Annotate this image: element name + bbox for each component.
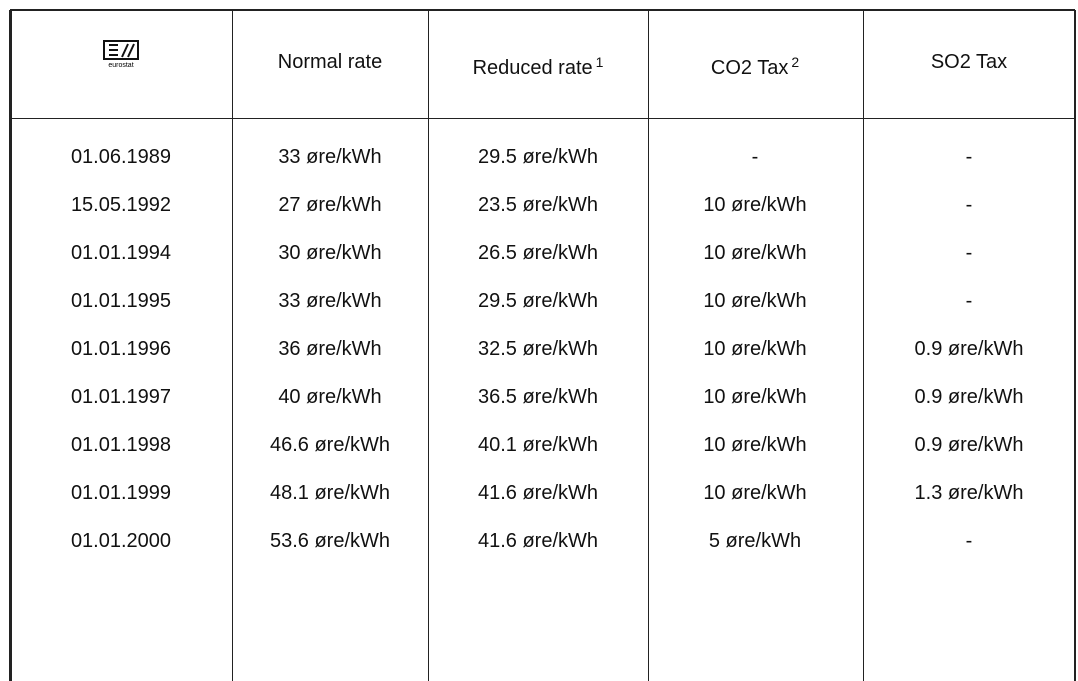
rate-cell: -: [965, 530, 973, 552]
rate-cell: -: [965, 146, 973, 168]
rate-cell: 30 øre/kWh: [278, 242, 382, 264]
header-text: Reduced rate: [472, 57, 593, 79]
date-cell: 01.01.2000: [70, 530, 172, 552]
rate-cell: 40.1 øre/kWh: [477, 434, 599, 456]
logo-text: eurostat: [108, 62, 133, 69]
rate-cell: 10 øre/kWh: [703, 482, 807, 504]
rate-cell: 41.6 øre/kWh: [477, 482, 599, 504]
footnote-mark: 1: [595, 54, 604, 70]
rate-cell: 5 øre/kWh: [708, 530, 802, 552]
rate-cell: 10 øre/kWh: [703, 194, 807, 216]
date-cell: 01.01.1996: [70, 338, 172, 360]
date-cell: 01.01.1997: [70, 386, 172, 408]
rate-cell: 10 øre/kWh: [703, 338, 807, 360]
rate-cell: 27 øre/kWh: [278, 194, 382, 216]
rate-cell: 10 øre/kWh: [703, 242, 807, 264]
column-rule: [428, 10, 429, 681]
rate-cell: -: [965, 194, 973, 216]
rate-cell: 23.5 øre/kWh: [477, 194, 599, 216]
column-rule: [232, 10, 233, 681]
date-cell: 01.01.1998: [70, 434, 172, 456]
header-text: Normal rate: [277, 51, 383, 73]
rate-cell: 40 øre/kWh: [278, 386, 382, 408]
header-text: SO2 Tax: [930, 51, 1008, 73]
rate-cell: 33 øre/kWh: [278, 290, 382, 312]
rate-cell: 0.9 øre/kWh: [914, 338, 1024, 360]
rate-cell: 0.9 øre/kWh: [914, 434, 1024, 456]
column-rule: [648, 10, 649, 681]
rate-cell: 36 øre/kWh: [278, 338, 382, 360]
column-rule: [863, 10, 864, 681]
left-border: [9, 10, 12, 681]
rate-cell: 48.1 øre/kWh: [269, 482, 391, 504]
rate-cell: 10 øre/kWh: [703, 290, 807, 312]
date-cell: 15.05.1992: [70, 194, 172, 216]
header-cell: Normal rate: [220, 50, 440, 74]
rate-cell: 26.5 øre/kWh: [477, 242, 599, 264]
header-text: CO2 Tax: [710, 57, 789, 79]
header-cell: Reduced rate 1: [428, 50, 648, 80]
date-cell: 01.06.1989: [70, 146, 172, 168]
header-cell: CO2 Tax 2: [645, 50, 865, 80]
rate-cell: 0.9 øre/kWh: [914, 386, 1024, 408]
rate-cell: 10 øre/kWh: [703, 434, 807, 456]
footnote-mark: 2: [791, 54, 800, 70]
rate-cell: -: [751, 146, 759, 168]
rate-cell: 36.5 øre/kWh: [477, 386, 599, 408]
date-cell: 01.01.1999: [70, 482, 172, 504]
rate-cell: 41.6 øre/kWh: [477, 530, 599, 552]
date-cell: 01.01.1994: [70, 242, 172, 264]
rate-cell: 1.3 øre/kWh: [914, 482, 1024, 504]
rate-cell: 10 øre/kWh: [703, 386, 807, 408]
rate-cell: 46.6 øre/kWh: [269, 434, 391, 456]
date-cell: 01.01.1995: [70, 290, 172, 312]
header-cell: SO2 Tax: [859, 50, 1078, 74]
logo: eurostat: [103, 40, 139, 69]
rate-cell: 29.5 øre/kWh: [477, 290, 599, 312]
right-border: [1074, 10, 1076, 681]
rate-cell: 29.5 øre/kWh: [477, 146, 599, 168]
rate-cell: -: [965, 290, 973, 312]
rate-cell: 33 øre/kWh: [278, 146, 382, 168]
rate-cell: -: [965, 242, 973, 264]
top-border: [10, 9, 1075, 11]
rate-cell: 53.6 øre/kWh: [269, 530, 391, 552]
rate-cell: 32.5 øre/kWh: [477, 338, 599, 360]
header-rule: [10, 118, 1075, 119]
